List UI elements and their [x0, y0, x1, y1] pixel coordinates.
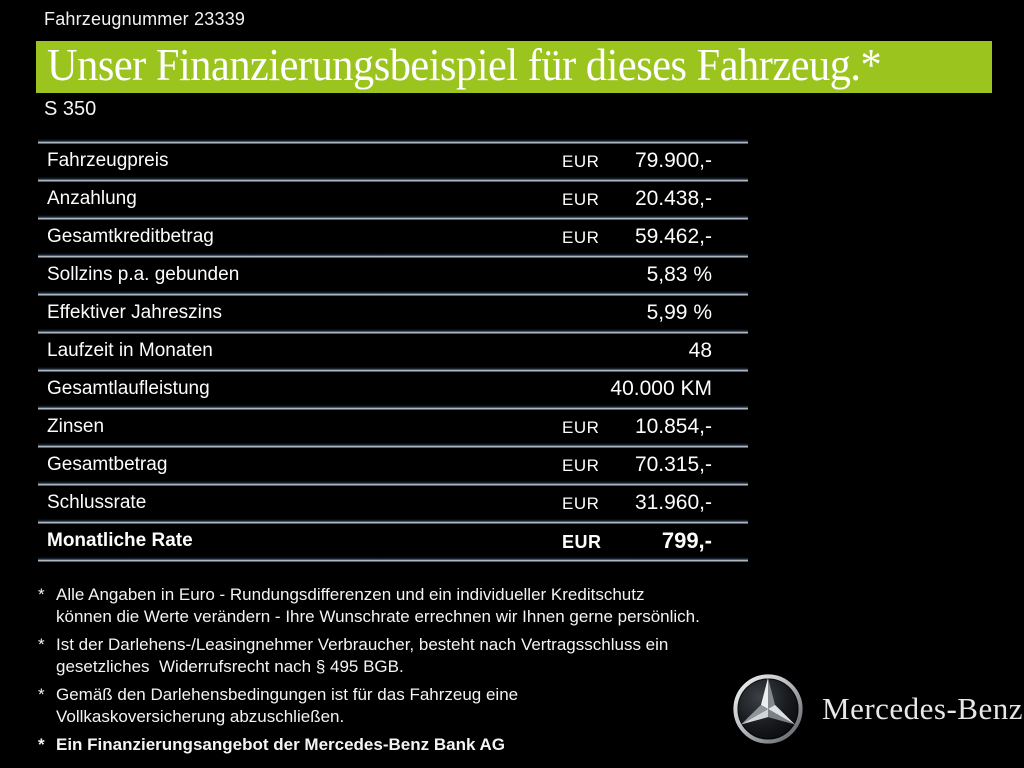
row-separator [38, 481, 748, 486]
currency-label: EUR [562, 455, 600, 475]
title-bar: Unser Finanzierungsbeispiel für dieses F… [36, 41, 992, 93]
row-value-group: 5,99 % [562, 301, 748, 325]
row-label: Anzahlung [47, 187, 137, 209]
row-separator [38, 519, 748, 524]
row-value: 48 [688, 338, 712, 362]
row-value: 59.462,- [634, 224, 712, 248]
row-label: Fahrzeugpreis [47, 149, 169, 171]
row-separator [38, 557, 748, 562]
table-row: Laufzeit in Monaten 48 [38, 334, 748, 367]
currency-label: EUR [562, 493, 600, 513]
finance-table: Fahrzeugpreis EUR 79.900,- Anzahlung EUR 20.4… [38, 139, 748, 562]
row-label: Zinsen [47, 415, 105, 437]
row-value-group: EUR 10.854,- [562, 415, 748, 439]
table-row: Monatliche Rate EUR 799,- [38, 524, 748, 557]
row-value-group: EUR 31.960,- [562, 491, 748, 515]
row-value: 79.900,- [634, 148, 712, 172]
row-separator [38, 405, 748, 410]
row-separator [38, 139, 748, 144]
row-label: Laufzeit in Monaten [47, 339, 213, 361]
table-row: Gesamtbetrag EUR 70.315,- [38, 448, 748, 481]
footnote-text: Ist der Darlehens-/Leasingnehmer Verbrau… [56, 635, 669, 676]
row-label: Monatliche Rate [47, 529, 193, 551]
footnote-marker: * [38, 735, 45, 754]
row-label: Sollzins p.a. gebunden [47, 263, 240, 285]
footnote-text: Alle Angaben in Euro - Rundungsdifferenz… [56, 585, 700, 626]
footnote-text: Gemäß den Darlehensbedingungen ist für d… [56, 685, 519, 726]
table-row: Schlussrate EUR 31.960,- [38, 486, 748, 519]
brand-block: Mercedes-Benz [731, 672, 1023, 746]
table-row: Anzahlung EUR 20.438,- [38, 182, 748, 215]
row-separator [38, 253, 748, 258]
currency-label: EUR [562, 531, 602, 552]
row-separator [38, 329, 748, 334]
row-value: 799,- [661, 527, 712, 553]
vehicle-model: S 350 [44, 98, 97, 120]
table-row: Gesamtkreditbetrag EUR 59.462,- [38, 220, 748, 253]
row-value-group: EUR 79.900,- [562, 149, 748, 173]
footnotes: * Alle Angaben in Euro - Rundungsdiffere… [38, 584, 758, 762]
footnote: * Ein Finanzierungsangebot der Mercedes-… [38, 734, 758, 756]
currency-label: EUR [562, 151, 600, 171]
row-separator [38, 443, 748, 448]
row-value-group: EUR 59.462,- [562, 225, 748, 249]
row-value-group: EUR 799,- [562, 528, 748, 554]
footnote-text: Ein Finanzierungsangebot der Mercedes-Be… [56, 735, 506, 754]
row-value: 40.000 KM [610, 376, 712, 400]
footnote: * Gemäß den Darlehensbedingungen ist für… [38, 684, 758, 728]
row-value: 10.854,- [634, 414, 712, 438]
table-row: Effektiver Jahreszins 5,99 % [38, 296, 748, 329]
footnote-marker: * [38, 635, 45, 654]
row-separator [38, 177, 748, 182]
mercedes-star-icon [733, 674, 803, 744]
row-label: Gesamtlaufleistung [47, 377, 210, 399]
table-row: Sollzins p.a. gebunden 5,83 % [38, 258, 748, 291]
vehicle-number: Fahrzeugnummer 23339 [44, 9, 246, 29]
row-label: Schlussrate [47, 491, 147, 513]
brand-wordmark: Mercedes-Benz [822, 691, 1024, 726]
row-value-group: EUR 20.438,- [562, 187, 748, 211]
row-value-group: 5,83 % [562, 263, 748, 287]
row-separator [38, 291, 748, 296]
row-value-group: EUR 70.315,- [562, 453, 748, 477]
row-value: 5,99 % [646, 300, 712, 324]
footnote-marker: * [38, 585, 45, 604]
currency-label: EUR [562, 227, 600, 247]
row-value-group: 48 [562, 339, 748, 363]
row-separator [38, 367, 748, 372]
currency-label: EUR [562, 417, 600, 437]
row-value: 31.960,- [634, 490, 712, 514]
footnote: * Ist der Darlehens-/Leasingnehmer Verbr… [38, 634, 758, 678]
row-label: Effektiver Jahreszins [47, 301, 222, 323]
table-row: Gesamtlaufleistung 40.000 KM [38, 372, 748, 405]
row-value: 5,83 % [646, 262, 712, 286]
currency-label: EUR [562, 189, 600, 209]
row-value-group: 40.000 KM [562, 377, 748, 401]
row-separator [38, 215, 748, 220]
row-value: 20.438,- [634, 186, 712, 210]
page-title: Unser Finanzierungsbeispiel für dieses F… [47, 41, 882, 90]
row-value: 70.315,- [634, 452, 712, 476]
row-label: Gesamtbetrag [47, 453, 168, 475]
table-row: Zinsen EUR 10.854,- [38, 410, 748, 443]
row-label: Gesamtkreditbetrag [47, 225, 214, 247]
footnote-marker: * [38, 685, 45, 704]
footnote: * Alle Angaben in Euro - Rundungsdiffere… [38, 584, 758, 628]
table-row: Fahrzeugpreis EUR 79.900,- [38, 144, 748, 177]
